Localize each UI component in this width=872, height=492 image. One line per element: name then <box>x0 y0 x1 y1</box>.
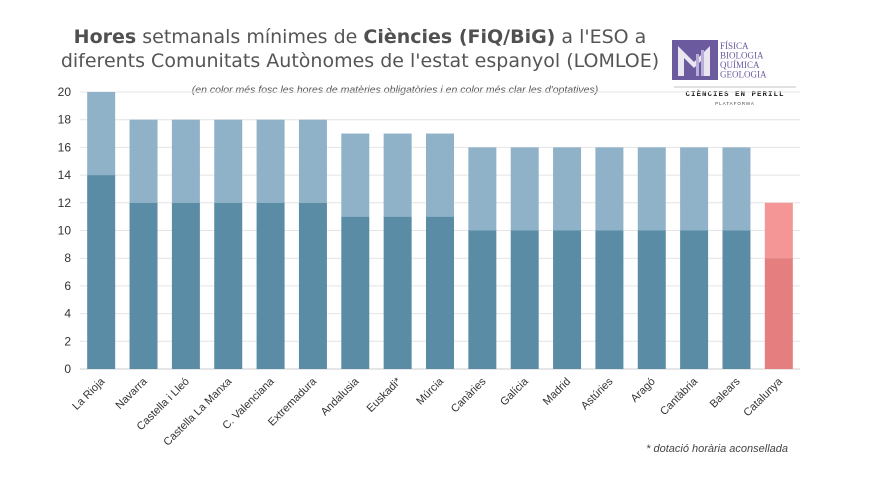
y-tick-label: 20 <box>58 85 72 99</box>
bar-mandatory <box>637 230 666 369</box>
y-tick-label: 16 <box>58 140 72 154</box>
x-tick-label: Catalunya <box>741 375 785 419</box>
x-tick-label: Navarra <box>113 375 150 412</box>
bar-optional <box>468 147 497 231</box>
chart-title: Hores setmanals mínimes de Ciències (FiQ… <box>60 25 660 73</box>
bar-optional <box>171 119 200 203</box>
x-tick-label: Andalusia <box>319 375 362 418</box>
chart-subtitle: (en color més fosc les hores de matèries… <box>191 84 599 96</box>
logo-sub: PLATAFORMA <box>715 101 755 106</box>
y-tick-label: 14 <box>58 168 72 182</box>
bar-mandatory <box>722 230 751 369</box>
bar-optional <box>214 119 243 203</box>
bar-optional <box>764 202 793 259</box>
logo-line: BIOLOGIA <box>720 51 764 61</box>
logo-line: FÍSICA <box>720 41 749 51</box>
ciencies-en-perill-logo: FÍSICA BIOLOGIA QUÍMICA GEOLOGIA CIÈNCIES E… <box>672 40 796 106</box>
bar-optional <box>383 133 412 217</box>
bar-mandatory <box>341 216 370 369</box>
bar-mandatory <box>129 202 158 369</box>
x-tick-label: Aragó <box>629 376 658 405</box>
x-tick-label: Múrcia <box>414 375 446 407</box>
y-tick-label: 2 <box>64 334 71 348</box>
bar-optional <box>341 133 370 217</box>
logo-name: CIÈNCIES EN PERILL <box>685 90 784 99</box>
bar-optional <box>87 92 116 176</box>
bar-optional <box>510 147 539 231</box>
bar-mandatory <box>764 258 793 369</box>
x-tick-label: Canàries <box>449 375 489 415</box>
bar-mandatory <box>426 216 454 369</box>
bar-mandatory <box>595 230 624 369</box>
bar-mandatory <box>383 216 412 369</box>
bar-mandatory <box>553 230 582 369</box>
logo-line: QUÍMICA <box>720 60 760 70</box>
x-tick-label: Madrid <box>541 376 573 408</box>
y-tick-label: 0 <box>64 362 71 376</box>
bar-mandatory <box>510 230 539 369</box>
y-tick-label: 4 <box>64 307 71 321</box>
bar-mandatory <box>87 175 116 369</box>
bar-mandatory <box>468 230 497 369</box>
y-tick-label: 6 <box>64 279 71 293</box>
y-tick-label: 8 <box>64 251 71 265</box>
y-tick-label: 18 <box>58 113 72 127</box>
bar-optional <box>722 147 751 231</box>
bar-mandatory <box>680 230 709 369</box>
footnote: * dotació horària aconsellada <box>646 443 788 455</box>
chart-title-line1: Hores setmanals mínimes de Ciències (FiQ… <box>73 26 647 48</box>
x-tick-label: Cantàbria <box>658 375 701 418</box>
bar-mandatory <box>298 202 327 369</box>
bar-mandatory <box>171 202 200 369</box>
bar-optional <box>256 119 285 203</box>
x-tick-label: Euskadi* <box>365 375 405 415</box>
x-tick-label: Astúries <box>579 375 616 412</box>
bar-optional <box>426 133 454 217</box>
chart-title-line2: diferents Comunitats Autònomes de l'esta… <box>60 50 660 72</box>
y-tick-label: 10 <box>58 224 72 238</box>
logo-line: GEOLOGIA <box>720 70 767 80</box>
y-tick-label: 12 <box>58 196 72 210</box>
bar-mandatory <box>256 202 285 369</box>
bar-optional <box>637 147 666 231</box>
x-tick-label: Balears <box>708 375 743 410</box>
bar-optional <box>680 147 709 231</box>
bar-optional <box>595 147 624 231</box>
bar-optional <box>553 147 582 231</box>
bar-mandatory <box>214 202 243 369</box>
bar-optional <box>129 119 158 203</box>
bar-optional <box>298 119 327 203</box>
x-tick-label: La Rioja <box>70 375 108 413</box>
x-tick-label: Galícia <box>498 375 531 408</box>
